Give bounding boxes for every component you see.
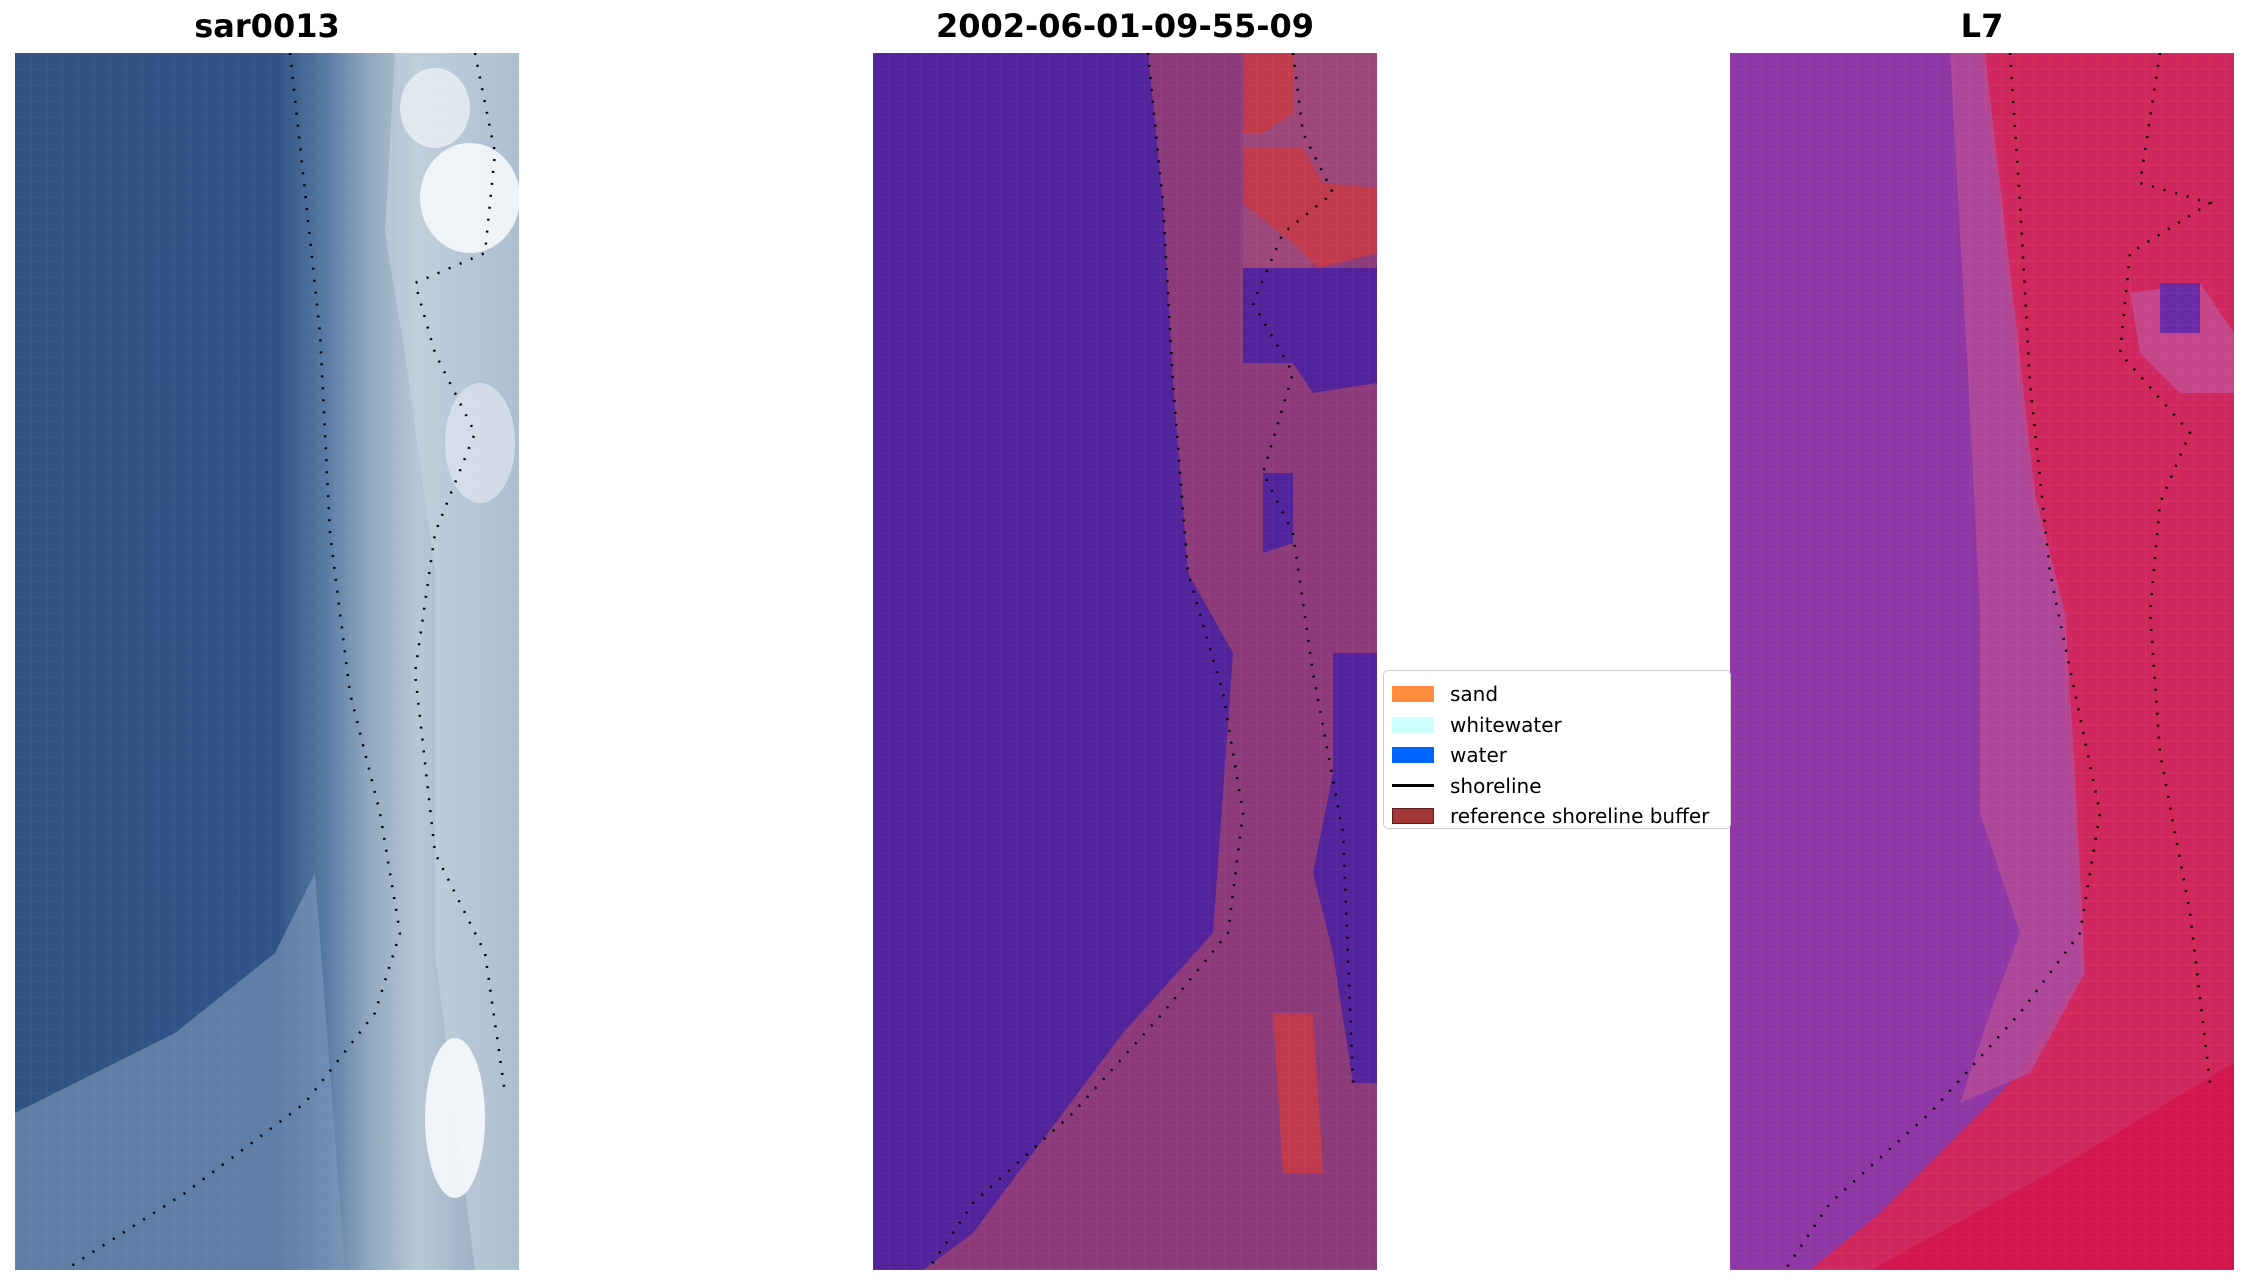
legend-label: water (1450, 743, 1507, 768)
buffer-swatch-icon (1392, 808, 1434, 825)
whitewater-swatch-icon (1392, 716, 1434, 733)
legend-item-whitewater: whitewater (1392, 710, 1730, 741)
rgb-image-panel (15, 53, 519, 1270)
index-image-panel (1730, 53, 2234, 1270)
panel-title-date: 2002-06-01-09-55-09 (935, 7, 1315, 45)
sand-swatch-icon (1392, 686, 1434, 703)
shoreline-line-icon (1392, 784, 1434, 788)
panel-title-sar0013: sar0013 (194, 7, 340, 45)
legend-label: reference shoreline buffer (1450, 804, 1710, 829)
legend: sand whitewater water shoreline referenc… (1383, 670, 1731, 829)
legend-item-water: water (1392, 740, 1730, 771)
classified-image-panel (873, 53, 1377, 1270)
index-image (1730, 53, 2234, 1270)
classified-image (873, 53, 1377, 1270)
legend-item-reference-shoreline-buffer: reference shoreline buffer (1392, 801, 1730, 832)
legend-label: whitewater (1450, 712, 1562, 737)
legend-item-shoreline: shoreline (1392, 771, 1730, 802)
panel-title-l7: L7 (1960, 7, 2004, 45)
rgb-image (15, 53, 519, 1270)
legend-label: sand (1450, 682, 1499, 707)
legend-label: shoreline (1450, 773, 1542, 798)
water-swatch-icon (1392, 747, 1434, 764)
legend-item-sand: sand (1392, 679, 1730, 710)
